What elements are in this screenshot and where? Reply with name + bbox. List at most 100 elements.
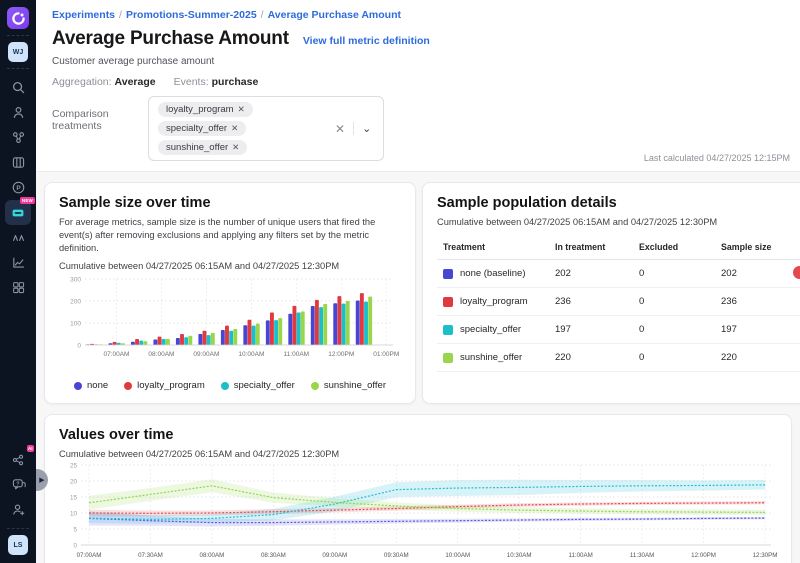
values-cumulative: Cumulative between 04/27/2025 06:15AM an…: [59, 449, 777, 459]
sidebar: WJ P NEW AI ? LS: [0, 0, 36, 563]
population-card: Sample population details Cumulative bet…: [422, 182, 800, 404]
col-treatment: Treatment: [443, 242, 555, 252]
svg-text:100: 100: [70, 320, 81, 327]
legend-dot-icon: [221, 382, 229, 390]
svg-text:?: ?: [16, 481, 20, 487]
values-over-time-chart: 051015202507:00AM07:30AM08:00AM08:30AM09…: [59, 459, 777, 563]
treatment-cell: none (baseline): [443, 268, 555, 279]
breadcrumb-metric-name[interactable]: Average Purchase Amount: [268, 9, 401, 21]
treatment-cell: sunshine_offer: [443, 352, 555, 363]
svg-text:09:30AM: 09:30AM: [384, 552, 409, 559]
aggregation-value: Average: [115, 76, 156, 88]
treatment-cell: loyalty_program: [443, 296, 555, 307]
ab-testing-icon[interactable]: [5, 225, 31, 250]
sample-size-legend: none loyalty_program specialty_offer sunshi…: [59, 380, 401, 391]
help-chat-icon[interactable]: ?: [5, 472, 31, 497]
svg-text:20: 20: [70, 478, 78, 485]
sidebar-divider: [7, 528, 29, 529]
alert-edge-tab[interactable]: [793, 266, 800, 279]
experiments-icon[interactable]: [5, 125, 31, 150]
treatment-color-swatch: [443, 325, 453, 335]
svg-text:0: 0: [73, 542, 77, 549]
svg-text:11:00AM: 11:00AM: [284, 351, 310, 358]
treatment-select[interactable]: loyalty_program✕ specialty_offer✕ sunshi…: [148, 96, 384, 161]
invite-user-icon[interactable]: [5, 497, 31, 522]
metric-subtitle: Customer average purchase amount: [52, 56, 784, 67]
ai-assistant-icon[interactable]: AI: [5, 447, 31, 472]
chip-remove-icon[interactable]: ✕: [238, 104, 245, 114]
breadcrumb-experiment-name[interactable]: Promotions-Summer-2025: [126, 9, 257, 21]
chip-remove-icon[interactable]: ✕: [232, 142, 239, 152]
table-row: none (baseline)2020202202: [437, 260, 800, 288]
dashboards-icon[interactable]: [5, 275, 31, 300]
chip-loyalty-program[interactable]: loyalty_program✕: [158, 102, 253, 117]
new-badge: NEW: [20, 197, 35, 204]
svg-text:09:00AM: 09:00AM: [322, 552, 347, 559]
chevron-down-icon[interactable]: ⌄: [353, 122, 377, 135]
col-excluded: Excluded: [639, 242, 721, 252]
chip-specialty-offer[interactable]: specialty_offer✕: [158, 121, 246, 136]
metrics-chart-icon[interactable]: [5, 250, 31, 275]
table-row: specialty_offer1970197197: [437, 316, 800, 344]
svg-text:12:30PM: 12:30PM: [753, 552, 777, 559]
svg-text:0: 0: [77, 342, 81, 349]
sidebar-divider: [7, 35, 29, 36]
svg-text:01:00PM: 01:00PM: [373, 351, 399, 358]
svg-text:07:00AM: 07:00AM: [77, 552, 102, 559]
legend-dot-icon: [124, 382, 132, 390]
aggregation-label: Aggregation:: [52, 76, 112, 88]
population-table: Treatment In treatment Excluded Sample s…: [437, 237, 800, 372]
feature-gates-icon[interactable]: [5, 150, 31, 175]
values-over-time-card: Values over time Cumulative between 04/2…: [44, 414, 792, 563]
search-icon[interactable]: [5, 75, 31, 100]
chip-sunshine-offer[interactable]: sunshine_offer✕: [158, 140, 247, 155]
workspace-avatar[interactable]: WJ: [8, 42, 28, 62]
metrics-hub-icon-active[interactable]: NEW: [5, 200, 31, 225]
population-table-body: none (baseline)2020202202 loyalty_program…: [437, 260, 800, 372]
sample-size-card: Sample size over time For average metric…: [44, 182, 416, 404]
ai-badge: AI: [27, 445, 35, 452]
treatment-name: sunshine_offer: [460, 352, 522, 363]
legend-dot-icon: [311, 382, 319, 390]
view-metric-definition-link[interactable]: View full metric definition: [303, 35, 430, 47]
svg-text:5: 5: [73, 526, 77, 533]
main-content: Experiments/Promotions-Summer-2025/Avera…: [36, 0, 800, 563]
treatment-name: none (baseline): [460, 268, 526, 279]
treatment-color-swatch: [443, 353, 453, 363]
svg-text:12:00PM: 12:00PM: [328, 351, 354, 358]
sample-size-description: For average metrics, sample size is the …: [59, 216, 401, 255]
statsig-logo[interactable]: [7, 7, 29, 29]
svg-text:200: 200: [70, 298, 81, 305]
treatment-color-swatch: [443, 269, 453, 279]
svg-text:07:30AM: 07:30AM: [138, 552, 163, 559]
sample-size-cumulative: Cumulative between 04/27/2025 06:15AM an…: [59, 261, 401, 271]
table-row: sunshine_offer2200220220: [437, 344, 800, 372]
legend-item[interactable]: specialty_offer: [221, 380, 295, 391]
user-avatar[interactable]: LS: [8, 535, 28, 555]
sample-size-chart: 010020030007:00AM08:00AM09:00AM10:00AM11…: [59, 271, 401, 373]
svg-text:12:00PM: 12:00PM: [691, 552, 716, 559]
treatment-color-swatch: [443, 297, 453, 307]
population-cumulative: Cumulative between 04/27/2025 06:15AM an…: [437, 217, 800, 227]
clear-all-icon[interactable]: ✕: [327, 122, 353, 136]
users-icon[interactable]: [5, 100, 31, 125]
aggregation-row: Aggregation:AverageEvents:purchase: [52, 76, 784, 88]
svg-text:08:30AM: 08:30AM: [261, 552, 286, 559]
page-title: Average Purchase Amount: [52, 28, 289, 50]
legend-item[interactable]: sunshine_offer: [311, 380, 386, 391]
legend-item[interactable]: none: [74, 380, 108, 391]
svg-text:07:00AM: 07:00AM: [103, 351, 129, 358]
treatment-chips: loyalty_program✕ specialty_offer✕ sunshi…: [155, 100, 327, 157]
chip-remove-icon[interactable]: ✕: [231, 123, 238, 133]
svg-text:09:00AM: 09:00AM: [193, 351, 219, 358]
col-sample-size: Sample size: [721, 242, 800, 252]
breadcrumb: Experiments/Promotions-Summer-2025/Avera…: [52, 9, 784, 21]
svg-text:08:00AM: 08:00AM: [148, 351, 174, 358]
legend-item[interactable]: loyalty_program: [124, 380, 205, 391]
comparison-treatments-label: Comparison treatments: [52, 96, 148, 161]
treatment-name: loyalty_program: [460, 296, 528, 307]
breadcrumb-experiments[interactable]: Experiments: [52, 9, 115, 21]
sidebar-divider: [7, 68, 29, 69]
svg-text:25: 25: [70, 462, 78, 469]
svg-text:10:00AM: 10:00AM: [445, 552, 470, 559]
